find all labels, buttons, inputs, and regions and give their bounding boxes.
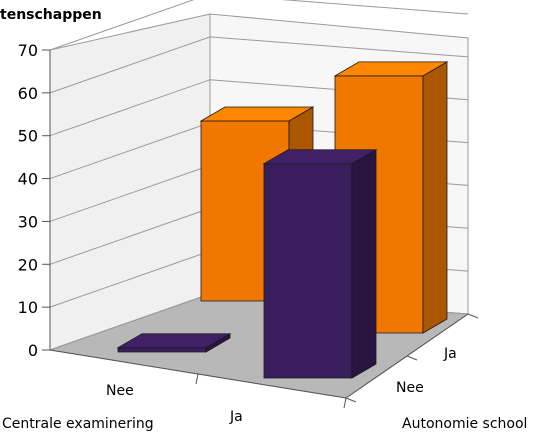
z-category-label: Ja bbox=[443, 346, 457, 362]
z-axis-tick bbox=[345, 397, 357, 403]
bar bbox=[262, 149, 378, 379]
y-tick-label: 0 bbox=[28, 341, 38, 360]
x-axis-title: Centrale examinering bbox=[2, 416, 154, 432]
y-tick-label: 20 bbox=[18, 255, 38, 274]
bar-side-face bbox=[351, 149, 377, 379]
z-axis-tick bbox=[467, 313, 479, 319]
y-tick-label: 70 bbox=[18, 41, 38, 60]
bar-side-face bbox=[422, 61, 448, 334]
y-axis-ticks: 0 10 20 30 40 50 60 70 bbox=[18, 41, 50, 360]
z-axis-tick bbox=[406, 355, 418, 361]
bar-top-face bbox=[333, 61, 449, 77]
y-tick-label: 10 bbox=[18, 298, 38, 317]
gridline bbox=[49, 0, 469, 51]
x-category-label: Ja bbox=[229, 409, 243, 425]
bars bbox=[116, 61, 449, 379]
bar bbox=[116, 333, 232, 353]
y-tick-label: 30 bbox=[18, 212, 38, 231]
y-axis-label: tenschappen bbox=[0, 7, 102, 23]
y-tick-label: 50 bbox=[18, 127, 38, 146]
bar-front-face bbox=[263, 163, 353, 379]
bar-top-face bbox=[199, 106, 315, 122]
x-axis-tick bbox=[343, 397, 347, 409]
bar-top-face bbox=[116, 333, 232, 349]
bar-front-face bbox=[117, 347, 207, 353]
gridline bbox=[49, 36, 469, 94]
y-tick-label: 60 bbox=[18, 84, 38, 103]
x-category-label: Nee bbox=[106, 383, 134, 399]
x-axis-tick bbox=[195, 373, 199, 385]
y-tick-label: 40 bbox=[18, 170, 38, 189]
z-category-label: Nee bbox=[396, 380, 424, 396]
bar-top-face bbox=[262, 149, 378, 165]
z-axis-title: Autonomie school bbox=[402, 416, 527, 432]
